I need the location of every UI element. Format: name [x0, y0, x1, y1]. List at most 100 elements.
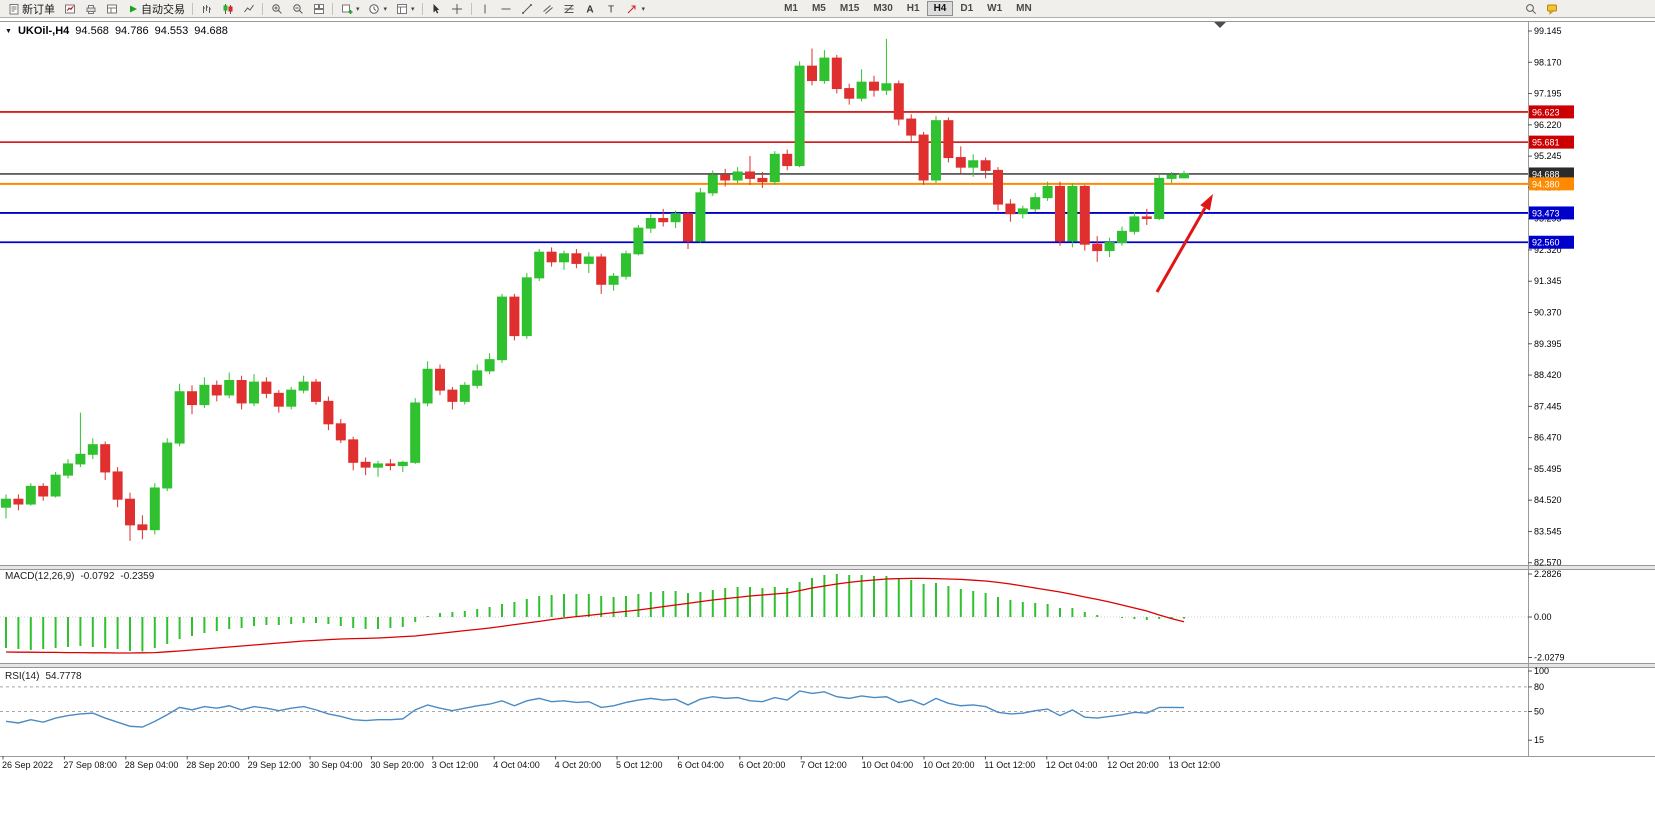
svg-text:29 Sep 12:00: 29 Sep 12:00	[248, 760, 302, 770]
market-watch-icon	[105, 2, 118, 15]
print-button[interactable]	[80, 0, 101, 18]
svg-text:10 Oct 20:00: 10 Oct 20:00	[923, 760, 975, 770]
toolbar-separator	[332, 2, 333, 15]
text-button[interactable]: A	[580, 0, 601, 18]
chat-icon	[1545, 2, 1558, 15]
templates-button[interactable]: ▾	[391, 0, 419, 18]
candlestick-chart-button[interactable]	[217, 0, 238, 18]
cursor-button[interactable]	[426, 0, 447, 18]
market-watch-button[interactable]	[101, 0, 122, 18]
timeframe-m5[interactable]: M5	[811, 3, 826, 14]
time-axis[interactable]: 26 Sep 2022 27 Sep 08:00 28 Sep 04:00 28 Se…	[2, 756, 1220, 770]
macd-title-text: MACD(12,26,9)	[5, 571, 75, 582]
clock-icon	[368, 2, 381, 15]
svg-text:0.00: 0.00	[1534, 612, 1552, 622]
price-tag-93.473: 93.473	[1529, 206, 1574, 220]
fibonacci-button[interactable]	[559, 0, 580, 18]
svg-text:94.688: 94.688	[1532, 169, 1560, 179]
new-chart-button[interactable]: ▾	[336, 0, 364, 18]
timeframe-m1[interactable]: M1	[784, 3, 798, 14]
magnifier-icon	[1524, 2, 1537, 15]
periods-button[interactable]: ▾	[364, 0, 392, 18]
svg-text:82.570: 82.570	[1534, 558, 1562, 568]
crosshair-button[interactable]	[447, 0, 468, 18]
bar-chart-button[interactable]	[196, 0, 217, 18]
rsi-value: 54.7778	[45, 671, 82, 682]
cursor-icon	[430, 2, 443, 15]
candles-icon	[221, 2, 234, 15]
toolbar-separator	[421, 2, 423, 15]
svg-text:99.145: 99.145	[1534, 26, 1562, 36]
macd-indicator-label: MACD(12,26,9) -0.0792 -0.2359	[5, 571, 154, 582]
support-chat-button[interactable]	[1541, 0, 1562, 18]
price-tag-94.688: 94.688	[1529, 167, 1574, 181]
hline-icon	[500, 2, 513, 15]
ohlc-high: 94.786	[114, 25, 149, 37]
autotrading-button[interactable]: 自动交易	[122, 0, 189, 18]
svg-text:84.520: 84.520	[1534, 495, 1562, 505]
svg-text:26 Sep 2022: 26 Sep 2022	[2, 760, 53, 770]
macd-signal-line	[5, 577, 1185, 654]
toolbar-separator	[192, 2, 193, 15]
horizontal-line-button[interactable]	[496, 0, 517, 18]
text-a-icon: A	[584, 2, 597, 15]
svg-text:6 Oct 04:00: 6 Oct 04:00	[677, 760, 724, 770]
trendline-button[interactable]	[517, 0, 538, 18]
chart-window-button[interactable]	[59, 0, 80, 18]
svg-text:96.623: 96.623	[1532, 107, 1560, 117]
line-chart-button[interactable]	[238, 0, 259, 18]
vertical-line-button[interactable]	[475, 0, 496, 18]
timeframe-h4[interactable]: H4	[926, 1, 954, 16]
svg-text:80: 80	[1534, 682, 1544, 692]
zoom-out-button[interactable]	[287, 0, 308, 18]
new-order-button[interactable]: 新订单	[3, 0, 59, 18]
arrows-button[interactable]: ▾	[622, 0, 650, 18]
price-tag-92.560: 92.560	[1529, 235, 1574, 249]
svg-text:89.395: 89.395	[1534, 339, 1562, 349]
timeframe-m15[interactable]: M15	[839, 3, 860, 14]
timeframe-w1[interactable]: W1	[987, 3, 1003, 14]
channel-icon	[542, 2, 555, 15]
plus-chart-icon	[340, 2, 353, 15]
svg-text:28 Sep 04:00: 28 Sep 04:00	[125, 760, 179, 770]
timeframe-m30[interactable]: M30	[873, 3, 893, 14]
zoom-in-button[interactable]	[266, 0, 287, 18]
rsi-title-text: RSI(14)	[5, 671, 40, 682]
chevron-down-icon: ▾	[641, 5, 646, 13]
text-label-button[interactable]: T	[601, 0, 622, 18]
timeframe-h1[interactable]: H1	[906, 3, 920, 14]
trend-arrow[interactable]	[1155, 194, 1213, 293]
chart-dropdown-icon[interactable]: ▼	[5, 27, 12, 35]
crosshair-icon	[451, 2, 464, 15]
svg-text:-2.0279: -2.0279	[1534, 653, 1565, 663]
svg-text:4 Oct 04:00: 4 Oct 04:00	[493, 760, 540, 770]
horizontal-lines[interactable]	[0, 111, 1528, 244]
timeframe-toolbar: M1 M5 M15 M30 H1 H4 D1 W1 MN	[777, 1, 1039, 16]
svg-text:12 Oct 04:00: 12 Oct 04:00	[1046, 760, 1098, 770]
svg-text:A: A	[586, 4, 593, 15]
svg-text:90.370: 90.370	[1534, 308, 1562, 318]
chevron-down-icon: ▾	[356, 5, 360, 13]
timeframe-d1[interactable]: D1	[960, 3, 974, 14]
chevron-down-icon: ▾	[383, 5, 388, 13]
svg-text:93.473: 93.473	[1532, 208, 1560, 218]
chart-shift-marker[interactable]	[1214, 22, 1226, 28]
search-button[interactable]	[1520, 0, 1541, 18]
svg-text:83.545: 83.545	[1534, 526, 1562, 536]
candles-series	[1, 38, 1189, 541]
macd-histogram	[5, 574, 1185, 652]
ohlc-close: 94.688	[194, 25, 228, 37]
printer-icon	[84, 2, 97, 15]
price-tag-96.623: 96.623	[1529, 105, 1574, 119]
timeframe-mn[interactable]: MN	[1016, 3, 1032, 14]
svg-text:4 Oct 20:00: 4 Oct 20:00	[555, 760, 602, 770]
svg-text:27 Sep 08:00: 27 Sep 08:00	[63, 760, 117, 770]
toolbar-separator	[262, 2, 263, 15]
svg-text:94.380: 94.380	[1532, 179, 1560, 189]
tile-windows-button[interactable]	[308, 0, 329, 18]
new-order-label: 新订单	[22, 3, 55, 16]
equidistant-channel-button[interactable]	[538, 0, 559, 18]
price-tag-94.380: 94.380	[1529, 177, 1574, 191]
